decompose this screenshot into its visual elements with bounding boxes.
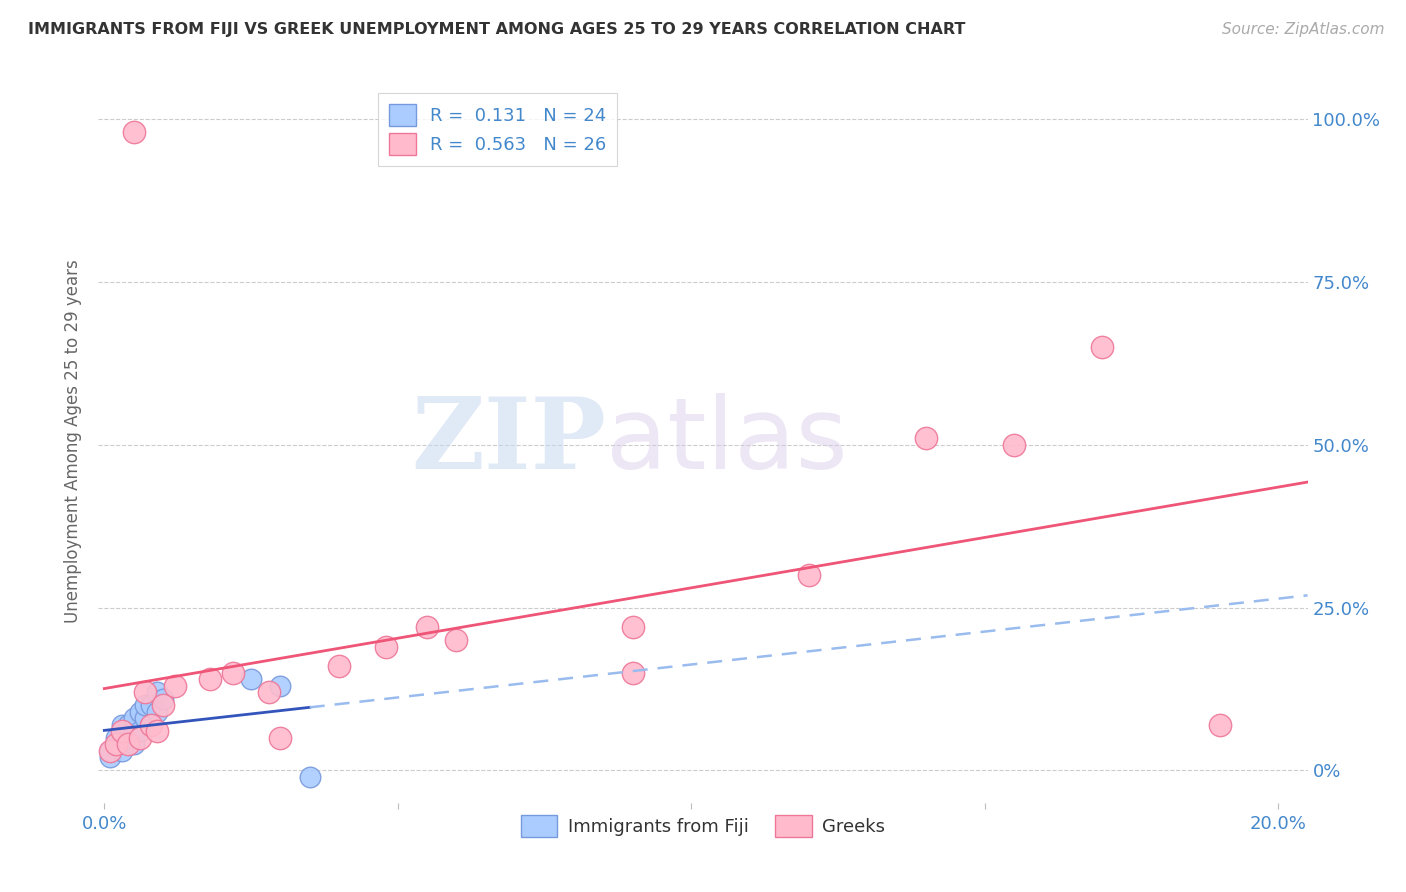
Point (416, 620, 439, 634)
Point (122, 737, 145, 751)
Point (152, 698, 174, 713)
Point (141, 698, 163, 713)
Point (198, 672, 221, 686)
Point (105, 731, 128, 745)
Point (122, 125, 145, 139)
Point (128, 705, 150, 719)
Point (111, 731, 134, 745)
Point (146, 705, 169, 719)
Point (1091, 340, 1114, 354)
Point (375, 640, 398, 654)
Point (146, 724, 169, 739)
Point (152, 691, 174, 706)
Point (134, 711, 156, 725)
Point (1002, 438, 1025, 452)
Point (111, 717, 134, 731)
Point (111, 724, 134, 739)
Legend: Immigrants from Fiji, Greeks: Immigrants from Fiji, Greeks (513, 808, 893, 845)
Point (269, 731, 291, 745)
Point (1208, 717, 1230, 731)
Point (328, 659, 350, 673)
Point (134, 698, 156, 713)
Point (98, 744, 121, 758)
Text: IMMIGRANTS FROM FIJI VS GREEK UNEMPLOYMENT AMONG AGES 25 TO 29 YEARS CORRELATION: IMMIGRANTS FROM FIJI VS GREEK UNEMPLOYME… (28, 22, 966, 37)
Point (797, 568, 820, 582)
Point (163, 679, 186, 693)
Point (105, 737, 128, 751)
Text: atlas: atlas (606, 393, 848, 490)
Point (621, 665, 644, 680)
Point (122, 724, 145, 739)
Point (98, 750, 121, 764)
Point (257, 685, 280, 699)
Point (269, 679, 291, 693)
Point (240, 672, 263, 686)
Point (98, 744, 121, 758)
Text: Source: ZipAtlas.com: Source: ZipAtlas.com (1222, 22, 1385, 37)
Point (222, 665, 245, 680)
Y-axis label: Unemployment Among Ages 25 to 29 years: Unemployment Among Ages 25 to 29 years (65, 260, 83, 624)
Point (621, 620, 644, 634)
Text: ZIP: ZIP (412, 393, 606, 490)
Point (117, 731, 139, 745)
Point (298, 770, 321, 784)
Point (141, 717, 163, 731)
Point (105, 737, 128, 751)
Point (117, 737, 139, 751)
Point (146, 685, 169, 699)
Point (117, 717, 139, 731)
Point (122, 711, 145, 725)
Point (141, 717, 163, 731)
Point (128, 724, 150, 739)
Point (134, 685, 156, 699)
Point (111, 744, 134, 758)
Point (446, 633, 468, 648)
Point (128, 731, 150, 745)
Point (915, 431, 938, 445)
